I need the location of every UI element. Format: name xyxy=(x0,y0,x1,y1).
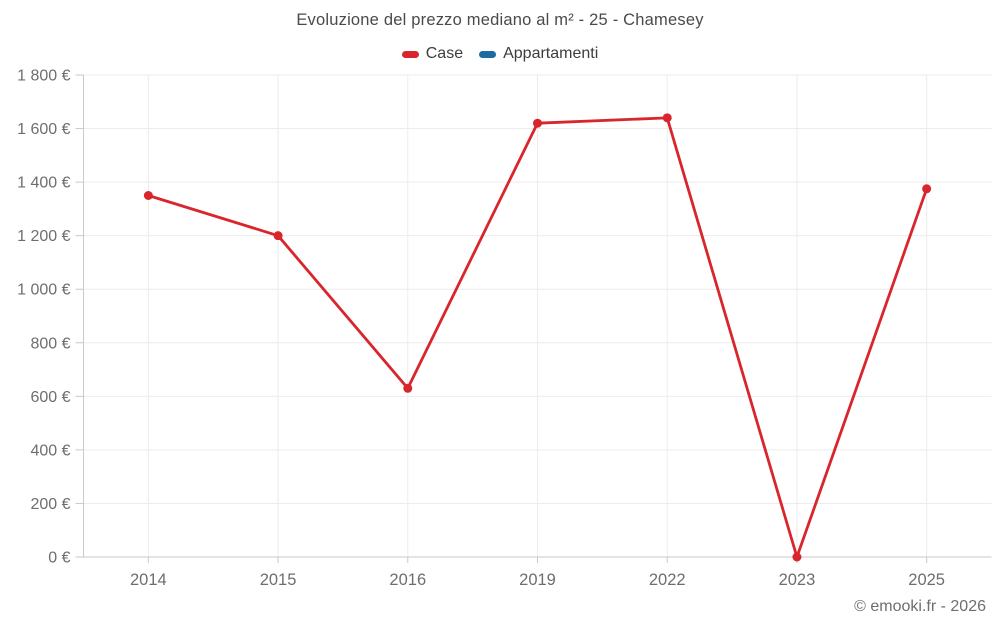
y-tick-label: 1 400 € xyxy=(17,175,70,192)
y-tick-label: 0 € xyxy=(48,550,70,567)
x-tick-label: 2022 xyxy=(649,571,686,589)
x-tick-label: 2019 xyxy=(519,571,556,589)
gridlines xyxy=(83,74,992,557)
legend-label: Case xyxy=(425,45,464,62)
x-tick-label: 2023 xyxy=(779,571,816,589)
y-tick-label: 1 800 € xyxy=(17,68,70,85)
x-tick-label: 2015 xyxy=(260,571,297,589)
axis-labels: 0 € 200 € 400 € 600 € 800 € 1 000 € 1 200 € 1 4… xyxy=(17,68,945,590)
data-point-case-2016[interactable] xyxy=(403,383,413,393)
legend-swatch-icon xyxy=(479,50,497,58)
y-tick-label: 1 000 € xyxy=(17,282,70,299)
y-tick-label: 800 € xyxy=(30,335,70,352)
data-point-case-2014[interactable] xyxy=(143,191,153,200)
legend-swatch-icon xyxy=(401,50,419,58)
y-tick-label: 600 € xyxy=(30,389,70,406)
legend: Case Appartamenti xyxy=(0,45,1000,63)
copyright-note: © emooki.fr - 2026 xyxy=(854,598,986,615)
data-point-case-2023[interactable] xyxy=(792,552,802,562)
data-point-case-2019[interactable] xyxy=(533,118,542,128)
data-point-case-2015[interactable] xyxy=(273,231,283,241)
legend-label: Appartamenti xyxy=(503,45,599,62)
legend-item-case[interactable]: Case xyxy=(401,45,464,63)
y-tick-label: 1 200 € xyxy=(17,228,70,245)
y-tick-label: 200 € xyxy=(30,496,70,513)
x-tick-label: 2025 xyxy=(908,571,945,589)
legend-item-appartamenti[interactable]: Appartamenti xyxy=(479,45,598,63)
y-tick-label: 1 600 € xyxy=(17,121,70,138)
axes xyxy=(75,74,992,563)
y-tick-label: 400 € xyxy=(30,442,70,459)
series xyxy=(143,113,932,562)
chart-title: Evoluzione del prezzo mediano al m² - 25… xyxy=(296,11,704,29)
x-tick-label: 2014 xyxy=(130,571,167,589)
x-tick-label: 2016 xyxy=(389,571,426,589)
data-point-case-2022[interactable] xyxy=(662,113,672,123)
data-point-case-2025[interactable] xyxy=(922,184,932,194)
